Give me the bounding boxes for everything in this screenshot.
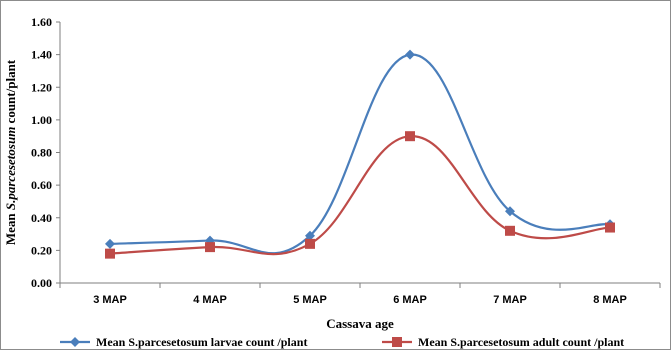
y-tick-label: 0.20 (31, 243, 52, 257)
series-layer (105, 49, 615, 259)
y-tick-label: 1.40 (31, 48, 52, 62)
y-axis-title: Mean S.parcesetosum count/plant (3, 59, 18, 245)
data-point-diamond (105, 238, 115, 249)
x-axis-title: Cassava age (326, 316, 394, 331)
y-tick-label: 1.20 (31, 80, 52, 94)
data-point-square (505, 225, 515, 236)
data-point-diamond (305, 230, 315, 241)
x-tick-label: 5 MAP (293, 294, 327, 306)
series-2 (105, 131, 615, 259)
data-point-diamond (505, 206, 515, 217)
y-tick-label: 0.00 (31, 276, 52, 290)
y-axis-title-italic: S.parcesetosum (3, 127, 18, 210)
series-1 (105, 49, 615, 255)
data-point-diamond (405, 49, 415, 60)
x-tick-label: 7 MAP (493, 294, 527, 306)
series-line (109, 53, 611, 255)
data-point-diamond (70, 337, 80, 347)
y-tick-label: 1.60 (31, 15, 52, 29)
legend-item: Mean S.parcesetosum adult count /plant (382, 335, 624, 349)
legend-label: Mean S.parcesetosum adult count /plant (418, 335, 624, 349)
y-axis-ticks: 0.00 0.20 0.40 0.60 0.80 1.00 1.20 1.40 1.60 (31, 15, 60, 290)
data-point-square (405, 131, 415, 142)
y-axis-title-prefix: Mean (3, 210, 18, 245)
y-tick-label: 0.40 (31, 211, 52, 225)
x-tick-label: 6 MAP (393, 294, 427, 306)
data-point-square (305, 238, 315, 249)
x-tick-label: 4 MAP (193, 294, 227, 306)
y-tick-label: 0.60 (31, 178, 52, 192)
data-point-square (105, 248, 115, 259)
data-point-square (205, 242, 215, 253)
data-point-square (392, 337, 402, 347)
legend-label: Mean S.parcesetosum larvae count /plant (96, 335, 307, 349)
legend-item: Mean S.parcesetosum larvae count /plant (60, 335, 307, 349)
y-tick-label: 0.80 (31, 146, 52, 160)
y-tick-label: 1.00 (31, 113, 52, 127)
legend: Mean S.parcesetosum larvae count /plant M… (60, 335, 624, 349)
y-axis-title-suffix: count/plant (3, 59, 18, 126)
series-line (109, 135, 611, 256)
x-tick-label: 8 MAP (593, 294, 627, 306)
x-axis-ticks: 3 MAP 4 MAP 5 MAP 6 MAP 7 MAP 8 MAP (59, 283, 661, 306)
x-tick-label: 3 MAP (93, 294, 127, 306)
data-point-square (605, 222, 615, 233)
